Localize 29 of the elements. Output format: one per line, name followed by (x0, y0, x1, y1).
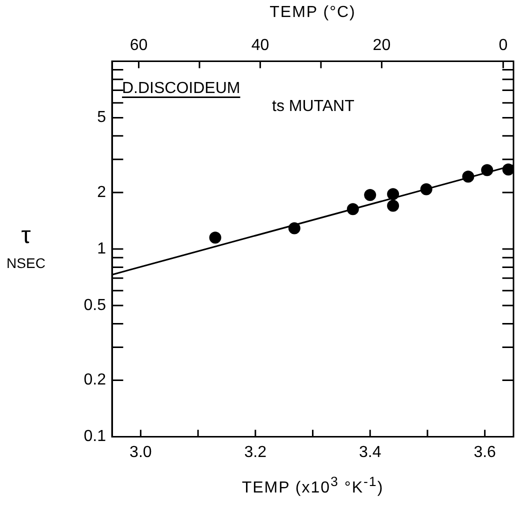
point (288, 222, 300, 234)
point (387, 200, 400, 212)
point (387, 188, 400, 200)
x2-tick-label: 0 (498, 37, 508, 54)
annotation: D.DISCOIDEUM (122, 80, 240, 98)
annotation: ts MUTANT (272, 98, 355, 116)
y-tick-label: 0.2 (84, 372, 106, 389)
y-tick-label: 0.1 (84, 428, 106, 446)
y-tick-label: 5 (97, 109, 106, 126)
point (364, 188, 376, 201)
x2-tick-label: 60 (130, 37, 148, 54)
x-tick-label: 3.0 (130, 444, 152, 461)
point (209, 232, 222, 244)
x-tick-label: 3.4 (358, 444, 382, 461)
point (420, 183, 432, 196)
y-tick-label: 1 (97, 240, 106, 258)
x-tick-label: 3.2 (244, 444, 267, 461)
point (346, 203, 359, 216)
x-tick-label: 3.6 (474, 444, 496, 461)
y-axis-title: τ NSEC (6, 221, 46, 273)
x2-tick-label: 20 (372, 37, 391, 54)
y-tick-label: 2 (97, 184, 106, 201)
point (462, 170, 474, 183)
x2-axis-title: TEMP (°C) (268, 4, 357, 22)
y-tick-label: 0.5 (84, 296, 106, 314)
point (502, 164, 514, 176)
x-axis-title: TEMP (x10$^{3}$ °K$^{-1}$) (240, 474, 385, 498)
point (481, 164, 494, 176)
x2-tick-label: 40 (251, 37, 270, 54)
